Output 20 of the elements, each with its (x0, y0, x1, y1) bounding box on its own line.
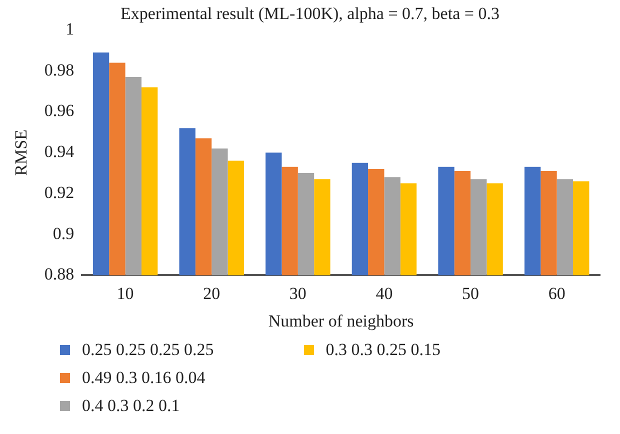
y-tick-label: 1 (66, 19, 74, 38)
y-tick-label: 0.9 (52, 224, 74, 243)
x-tick-label: 40 (376, 284, 393, 303)
x-tick-label: 60 (548, 284, 566, 303)
y-tick-label: 0.98 (44, 60, 74, 80)
y-tick-label: 0.88 (44, 264, 74, 284)
legend-label: 0.49 0.3 0.16 0.04 (82, 368, 206, 388)
legend-label: 0.3 0.3 0.25 0.15 (326, 340, 440, 360)
y-tick-label: 0.96 (44, 101, 74, 120)
x-tick-label: 10 (116, 284, 134, 303)
y-tick-label: 0.94 (44, 142, 75, 162)
x-tick-label: 30 (289, 284, 306, 303)
legend-label: 0.25 0.25 0.25 0.25 (82, 340, 214, 360)
y-axis-title: RMSE (12, 129, 31, 176)
y-tick-label: 0.92 (44, 182, 74, 202)
chart-title: Experimental result (ML-100K), alpha = 0.7, beta = 0.3 (120, 4, 500, 23)
x-axis-title: Number of neighbors (268, 311, 414, 330)
legend-label: 0.4 0.3 0.2 0.1 (82, 396, 180, 416)
x-tick-label: 20 (203, 284, 220, 303)
x-tick-label: 50 (462, 284, 480, 303)
